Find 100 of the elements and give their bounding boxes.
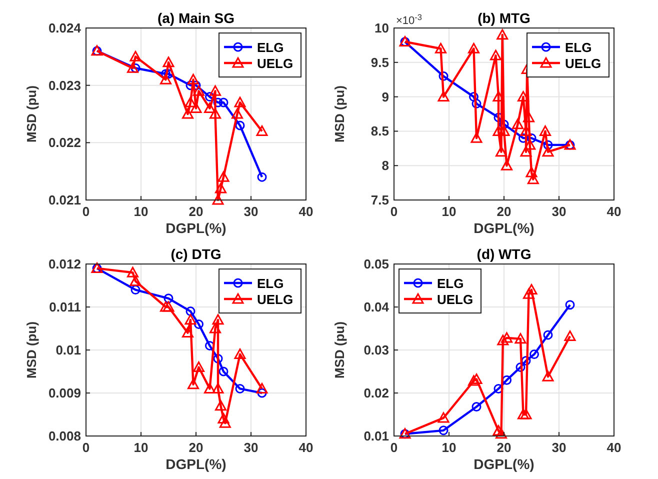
x-tick-label: 30 [552, 440, 566, 455]
point [438, 71, 448, 81]
y-tick-label: 10 [374, 20, 389, 36]
point [438, 412, 450, 423]
point [542, 146, 554, 157]
point [520, 125, 532, 136]
point [468, 375, 480, 386]
x-tick-label: 10 [442, 440, 456, 455]
x-axis-title: DGPL(%) [474, 456, 534, 472]
x-tick-label: 20 [188, 204, 204, 219]
point [204, 102, 216, 114]
y-tick-label: 0.04 [364, 300, 390, 314]
point [523, 288, 534, 299]
y-tick-label: 0.03 [364, 342, 389, 358]
point [256, 382, 268, 394]
x-tick-label: 40 [298, 440, 314, 455]
point [514, 333, 526, 344]
x-axis-title: DGPL(%) [166, 456, 226, 472]
point [472, 402, 482, 412]
point [435, 42, 446, 54]
point [520, 146, 532, 157]
x-tick-label: 0 [82, 440, 90, 455]
legend-label: ELG [257, 40, 284, 55]
legend-label: UELG [437, 292, 474, 307]
y-tick-label: 0.012 [48, 256, 81, 272]
x-tick-label: 0 [82, 204, 90, 219]
legend-label: UELG [257, 56, 294, 71]
point [520, 408, 532, 420]
point [530, 350, 539, 360]
y-tick-label: 0.011 [49, 300, 81, 314]
point [160, 74, 172, 84]
point [518, 91, 529, 102]
x-axis-title: DGPL(%) [474, 220, 534, 236]
point [234, 96, 246, 108]
x-tick-label: 30 [552, 204, 566, 219]
point [184, 96, 196, 108]
point [564, 330, 576, 341]
y-tick-label: 8 [382, 158, 389, 174]
legend-label: UELG [565, 56, 602, 71]
point [218, 413, 230, 424]
point [565, 300, 575, 310]
y-tick-label: 0.021 [48, 192, 81, 208]
point [130, 275, 142, 286]
y-tick-label: 0.022 [48, 135, 81, 150]
x-tick-label: 10 [134, 440, 148, 455]
point [524, 139, 536, 150]
point [212, 382, 224, 394]
point [497, 334, 509, 346]
point [235, 384, 245, 394]
point [496, 146, 507, 157]
x-tick-label: 20 [496, 440, 512, 455]
y-axis-title: MSD (pu) [24, 321, 39, 379]
x-tick-label: 10 [442, 204, 456, 219]
x-tick-label: 10 [134, 204, 148, 219]
point [501, 332, 512, 343]
point [470, 373, 482, 384]
y-tick-label: 0.01 [56, 342, 81, 358]
point [212, 314, 224, 325]
legend-label: UELG [257, 292, 294, 307]
point [188, 378, 199, 390]
point [215, 400, 226, 411]
point [438, 91, 450, 102]
y-axis-title: MSD (pu) [332, 85, 347, 143]
x-tick-label: 0 [390, 204, 398, 219]
point [502, 375, 512, 385]
point [543, 140, 553, 150]
point [257, 388, 267, 398]
point [540, 125, 551, 136]
point [130, 285, 140, 295]
y-tick-label: 0.023 [48, 78, 81, 93]
point [543, 330, 553, 340]
point [490, 50, 502, 60]
point [194, 319, 204, 329]
point [218, 171, 230, 182]
y-tick-label: 9.5 [370, 54, 389, 70]
point [212, 194, 224, 205]
point [496, 428, 507, 439]
x-tick-label: 0 [390, 440, 398, 455]
y-tick-label: 0.008 [48, 428, 81, 444]
point [218, 98, 228, 108]
point [193, 361, 204, 372]
point [219, 417, 231, 428]
point [210, 322, 221, 334]
x-axis-title: DGPL(%) [166, 220, 226, 236]
point [218, 366, 228, 376]
y-axis-title: MSD (pu) [332, 321, 347, 379]
y-tick-label: 0.024 [48, 20, 82, 36]
y-axis-title: MSD (pu) [24, 85, 39, 143]
point [162, 56, 174, 68]
x-tick-label: 40 [606, 440, 622, 455]
point [512, 118, 524, 130]
point [472, 98, 482, 108]
y-tick-label: 0.02 [364, 386, 389, 400]
x-tick-label: 40 [606, 204, 622, 219]
point [438, 426, 448, 436]
point [127, 62, 138, 73]
point [232, 108, 243, 119]
point [182, 108, 194, 119]
point [470, 132, 482, 143]
point [127, 266, 138, 278]
